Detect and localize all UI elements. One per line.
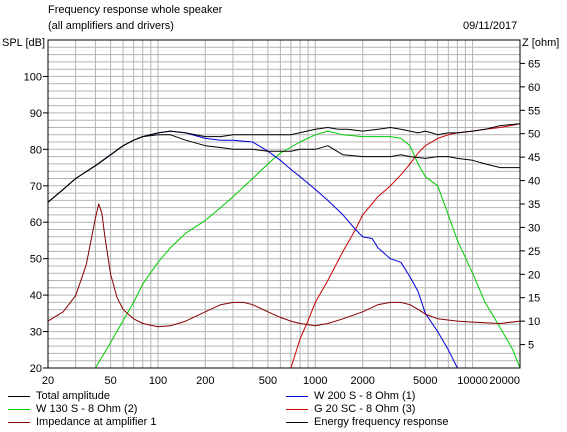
y2-tick-label: 55 xyxy=(528,105,540,117)
y-tick-label: 80 xyxy=(30,144,42,156)
y2-tick-label: 25 xyxy=(528,246,540,258)
legend-swatch xyxy=(8,422,30,423)
x-tick-label: 500 xyxy=(259,375,277,387)
y2-tick-label: 60 xyxy=(528,82,540,94)
y2-tick-label: 15 xyxy=(528,293,540,305)
legend-swatch xyxy=(286,396,308,397)
y-tick-label: 90 xyxy=(30,108,42,120)
x-tick-label: 100 xyxy=(149,375,167,387)
y2-tick-label: 30 xyxy=(528,222,540,234)
legend-label: G 20 SC - 8 Ohm (3) xyxy=(314,403,416,415)
y-tick-label: 100 xyxy=(24,71,42,83)
chart-title: Frequency response whole speaker xyxy=(48,4,223,16)
legend-swatch xyxy=(8,409,30,410)
legend-label: Total amplitude xyxy=(36,390,110,402)
x-tick-label: 20000 xyxy=(489,375,520,387)
series-line-w-130-s-8-ohm-2 xyxy=(48,130,521,369)
y-tick-label: 30 xyxy=(30,327,42,339)
series-line-impedance-at-amplifier-1 xyxy=(47,203,521,328)
x-tick-label: 10000 xyxy=(457,375,488,387)
y2-tick-label: 35 xyxy=(528,199,540,211)
legend-label: Impedance at amplifier 1 xyxy=(36,416,157,428)
y-tick-label: 60 xyxy=(30,217,42,229)
chart-subtitle: (all amplifiers and drivers) xyxy=(48,20,174,32)
x-tick-label: 5000 xyxy=(413,375,437,387)
y2-axis-label: Z [ohm] xyxy=(522,37,560,49)
y2-tick-label: 5 xyxy=(528,340,534,352)
legend-swatch xyxy=(8,396,30,397)
plot-background xyxy=(48,40,520,368)
x-tick-label: 200 xyxy=(196,375,214,387)
y-tick-label: 20 xyxy=(30,363,42,375)
y2-tick-label: 10 xyxy=(528,316,540,328)
series-layer xyxy=(47,123,521,369)
y2-tick-label: 50 xyxy=(528,129,540,141)
y2-tick-label: 20 xyxy=(528,269,540,281)
y-axis-label: SPL [dB] xyxy=(2,37,46,49)
x-tick-label: 50 xyxy=(104,375,116,387)
y2-tick-label: 45 xyxy=(528,152,540,164)
y2-tick-label: 65 xyxy=(528,58,540,70)
legend-label: W 200 S - 8 Ohm (1) xyxy=(314,390,416,402)
x-tick-label: 20 xyxy=(42,375,54,387)
legend-label: W 130 S - 8 Ohm (2) xyxy=(36,403,138,415)
legend-swatch xyxy=(286,409,308,410)
y-tick-label: 40 xyxy=(30,290,42,302)
chart-date: 09/11/2017 xyxy=(463,20,518,32)
series-line-total-amplitude xyxy=(47,123,521,203)
grid xyxy=(48,40,520,368)
tick-labels: 20 30 40 50 60 70 80 90 100 5 10 15 20 25 30 35 40 45 50 55… xyxy=(24,58,541,387)
x-tick-label: 2000 xyxy=(350,375,374,387)
y-tick-label: 50 xyxy=(30,254,42,266)
y2-tick-label: 40 xyxy=(528,176,540,188)
x-tick-label: 1000 xyxy=(303,375,327,387)
y-tick-label: 70 xyxy=(30,181,42,193)
legend-swatch xyxy=(286,422,308,423)
legend-label: Energy frequency response xyxy=(314,416,449,428)
